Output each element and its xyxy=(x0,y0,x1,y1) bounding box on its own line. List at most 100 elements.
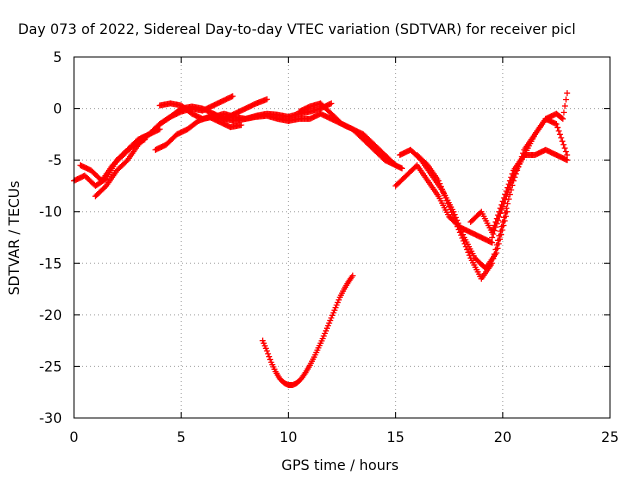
data-point xyxy=(553,121,560,128)
data-point xyxy=(558,115,565,122)
series-arc-11 xyxy=(396,146,511,272)
data-point xyxy=(555,127,562,134)
data-point xyxy=(454,223,461,230)
data-point xyxy=(497,210,504,217)
data-point xyxy=(560,109,567,116)
x-tick-label: 15 xyxy=(387,430,405,446)
data-point xyxy=(464,246,471,253)
data-point xyxy=(505,186,512,193)
data-point xyxy=(508,179,515,186)
data-point xyxy=(554,124,561,131)
data-point xyxy=(328,100,335,107)
data-point xyxy=(498,223,505,230)
x-tick-labels: 0 5 10 15 20 25 xyxy=(70,430,619,446)
data-point xyxy=(561,102,568,109)
data-point xyxy=(498,206,505,213)
series-arc-5 xyxy=(152,113,245,153)
x-tick-label: 20 xyxy=(494,430,512,446)
data-point xyxy=(435,177,442,184)
data-point xyxy=(489,239,496,246)
data-point xyxy=(491,251,498,258)
data-point xyxy=(495,217,502,224)
data-point xyxy=(492,224,499,231)
plot-frame xyxy=(73,56,611,419)
data-point xyxy=(490,231,497,238)
data-point xyxy=(436,180,443,187)
data-point xyxy=(556,131,563,138)
x-tick-label: 0 xyxy=(70,430,79,446)
data-point xyxy=(500,200,507,207)
data-point xyxy=(267,356,274,363)
data-point xyxy=(263,96,270,103)
data-point xyxy=(496,232,503,239)
data-point xyxy=(502,196,509,203)
y-tick-label: -10 xyxy=(39,205,62,221)
data-point xyxy=(229,93,236,100)
data-point xyxy=(450,215,457,222)
y-tick-label: -5 xyxy=(48,153,62,169)
axis-ticks xyxy=(73,56,611,419)
data-point xyxy=(562,148,569,155)
data-point xyxy=(561,145,568,152)
data-point xyxy=(503,193,510,200)
data-point xyxy=(456,229,463,236)
data-point xyxy=(493,241,500,248)
data-point xyxy=(559,138,566,145)
data-point xyxy=(238,122,245,129)
data-point xyxy=(460,237,467,244)
data-point xyxy=(465,249,472,256)
data-point xyxy=(439,186,446,193)
x-axis-label: GPS time / hours xyxy=(281,458,398,474)
data-point xyxy=(504,189,511,196)
y-tick-labels: -30 -25 -20 -15 -10 -5 0 5 xyxy=(39,50,62,427)
data-point xyxy=(449,212,456,219)
series-arc-8 xyxy=(296,100,406,172)
data-point xyxy=(564,157,571,164)
y-tick-label: 0 xyxy=(53,102,62,118)
data-point xyxy=(349,272,356,279)
y-tick-label: -15 xyxy=(39,256,62,272)
data-point xyxy=(492,246,499,253)
data-point xyxy=(458,232,465,239)
data-point xyxy=(399,165,406,172)
series-arc-4 xyxy=(113,96,270,164)
data-point xyxy=(441,192,448,199)
chart-title: Day 073 of 2022, Sidereal Day-to-day VTE… xyxy=(18,22,576,38)
data-point xyxy=(443,197,450,204)
data-point xyxy=(453,220,460,227)
data-point xyxy=(497,228,504,235)
data-point xyxy=(499,203,506,210)
data-point xyxy=(564,90,571,97)
data-point xyxy=(462,243,469,250)
data-point xyxy=(559,115,566,122)
data-point xyxy=(448,209,455,216)
data-point xyxy=(499,219,506,226)
data-point xyxy=(440,189,447,196)
grid xyxy=(74,57,610,418)
series-arc-14 xyxy=(489,90,571,241)
series-arc-9 xyxy=(259,272,356,388)
data-point xyxy=(455,226,462,233)
y-tick-label: -20 xyxy=(39,308,62,324)
data-point xyxy=(496,213,503,220)
data-point xyxy=(563,96,570,103)
data-point xyxy=(459,235,466,242)
y-axis-label: SDTVAR / TECUs xyxy=(7,181,23,296)
data-point xyxy=(489,234,496,241)
data-point xyxy=(266,353,273,360)
data-point xyxy=(491,227,498,234)
data-point xyxy=(490,255,497,262)
data-point xyxy=(495,237,502,244)
data-point xyxy=(564,151,571,158)
y-tick-label: 5 xyxy=(53,50,62,66)
data-point xyxy=(452,217,459,224)
x-tick-label: 25 xyxy=(601,430,619,446)
data-point xyxy=(461,240,468,247)
data-point xyxy=(509,176,516,183)
series-arc-10 xyxy=(392,162,496,246)
data-point xyxy=(442,194,449,201)
data-point xyxy=(263,347,270,354)
data-point xyxy=(447,206,454,213)
y-tick-label: -25 xyxy=(39,359,62,375)
